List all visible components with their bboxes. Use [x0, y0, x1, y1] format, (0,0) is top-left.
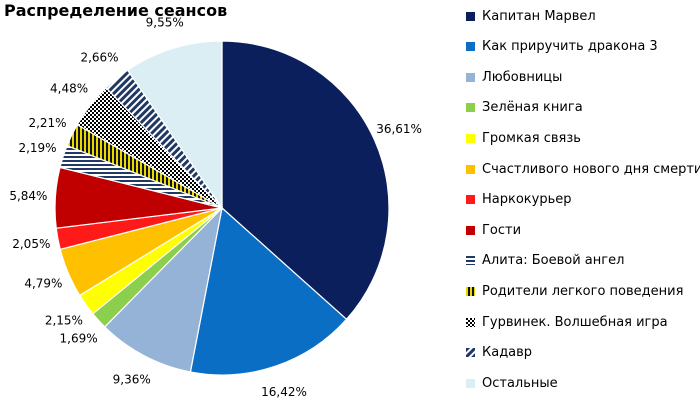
legend-swatch-icon: [466, 225, 475, 235]
pie-data-labels: 36,61% 16,42% 9,36% 1,69% 2,15% 4,79% 2,05% 5,8…: [9, 16, 422, 399]
legend-item-гурвинек-волшебная-игра[interactable]: Гурвинек. Волшебная игра: [466, 312, 668, 332]
data-label-наркокурьер: 2,05%: [12, 237, 50, 251]
legend-swatch-icon: [466, 378, 475, 388]
legend-label: Кадавр: [482, 345, 533, 361]
data-label-алита-боевой-ангел: 2,19%: [18, 141, 56, 155]
legend-label: Гости: [482, 222, 522, 238]
legend-label: Алита: Боевой ангел: [482, 253, 625, 269]
legend-swatch-icon: [466, 133, 475, 143]
legend-swatch-icon: [466, 72, 475, 82]
legend-item-алита-боевой-ангел[interactable]: Алита: Боевой ангел: [466, 251, 624, 271]
legend-item-капитан-марвел[interactable]: Капитан Марвел: [466, 6, 596, 26]
pie-slice-капитан-марвел[interactable]: [221, 40, 390, 321]
legend-item-зелёная-книга[interactable]: Зелёная книга: [466, 98, 583, 118]
legend-item-гости[interactable]: Гости: [466, 220, 521, 240]
legend-item-громкая-связь[interactable]: Громкая связь: [466, 128, 581, 148]
legend-swatch-icon: [466, 195, 475, 205]
legend-swatch-icon: [466, 348, 475, 358]
chart-title: Распределение сеансов: [4, 1, 228, 20]
legend-label: Любовницы: [482, 69, 563, 85]
data-label-родители-легкого-поведения: 2,21%: [28, 116, 66, 130]
data-label-гурвинек-волшебная-игра: 4,48%: [50, 82, 88, 96]
legend-item-как-приручить-дракона-3[interactable]: Как приручить дракона 3: [466, 37, 658, 57]
legend-swatch-icon: [466, 11, 475, 21]
legend-item-родители-легкого-поведения[interactable]: Родители легкого поведения: [466, 281, 683, 301]
legend-swatch-icon: [466, 42, 475, 52]
pie-slice-любовницы[interactable]: [103, 206, 223, 373]
pie-slice-остальные[interactable]: [126, 40, 223, 210]
pie-chart: 36,61% 16,42% 9,36% 1,69% 2,15% 4,79% 2,05% 5,8…: [9, 16, 422, 399]
legend-swatch-icon: [466, 164, 475, 174]
legend-label: Остальные: [482, 375, 558, 391]
legend-swatch-icon: [466, 286, 475, 296]
data-label-кадавр: 2,66%: [80, 51, 118, 65]
data-label-счастливого-нового-дня-смерти: 4,79%: [24, 277, 62, 291]
data-label-капитан-марвел: 36,61%: [376, 122, 422, 136]
pie-slice-как-приручить-дракона-3[interactable]: [189, 206, 348, 376]
legend-label: Родители легкого поведения: [482, 283, 684, 299]
legend-label: Счастливого нового дня смерти: [482, 161, 700, 177]
legend-item-остальные[interactable]: Остальные: [466, 373, 558, 393]
legend-label: Зелёная книга: [482, 100, 583, 116]
legend-swatch-icon: [466, 103, 475, 113]
legend-label: Капитан Марвел: [482, 8, 596, 24]
data-label-как-приручить-дракона-3: 16,42%: [261, 385, 307, 399]
legend-swatch-icon: [466, 256, 475, 266]
legend-label: Громкая связь: [482, 130, 581, 146]
legend-item-любовницы[interactable]: Любовницы: [466, 67, 562, 87]
legend-label: Наркокурьер: [482, 192, 572, 208]
data-label-гости: 5,84%: [9, 189, 47, 203]
pie-slices: [54, 40, 390, 376]
legend-label: Как приручить дракона 3: [482, 39, 658, 55]
legend-item-счастливого-нового-дня-смерти[interactable]: Счастливого нового дня смерти: [466, 159, 700, 179]
legend-item-наркокурьер[interactable]: Наркокурьер: [466, 190, 572, 210]
legend-swatch-icon: [466, 317, 475, 327]
data-label-остальные: 9,55%: [146, 16, 184, 30]
data-label-зелёная-книга: 1,69%: [60, 332, 98, 346]
legend-label: Гурвинек. Волшебная игра: [482, 314, 668, 330]
legend-item-кадавр[interactable]: Кадавр: [466, 343, 532, 363]
data-label-любовницы: 9,36%: [113, 373, 151, 387]
data-label-громкая-связь: 2,15%: [45, 314, 83, 328]
